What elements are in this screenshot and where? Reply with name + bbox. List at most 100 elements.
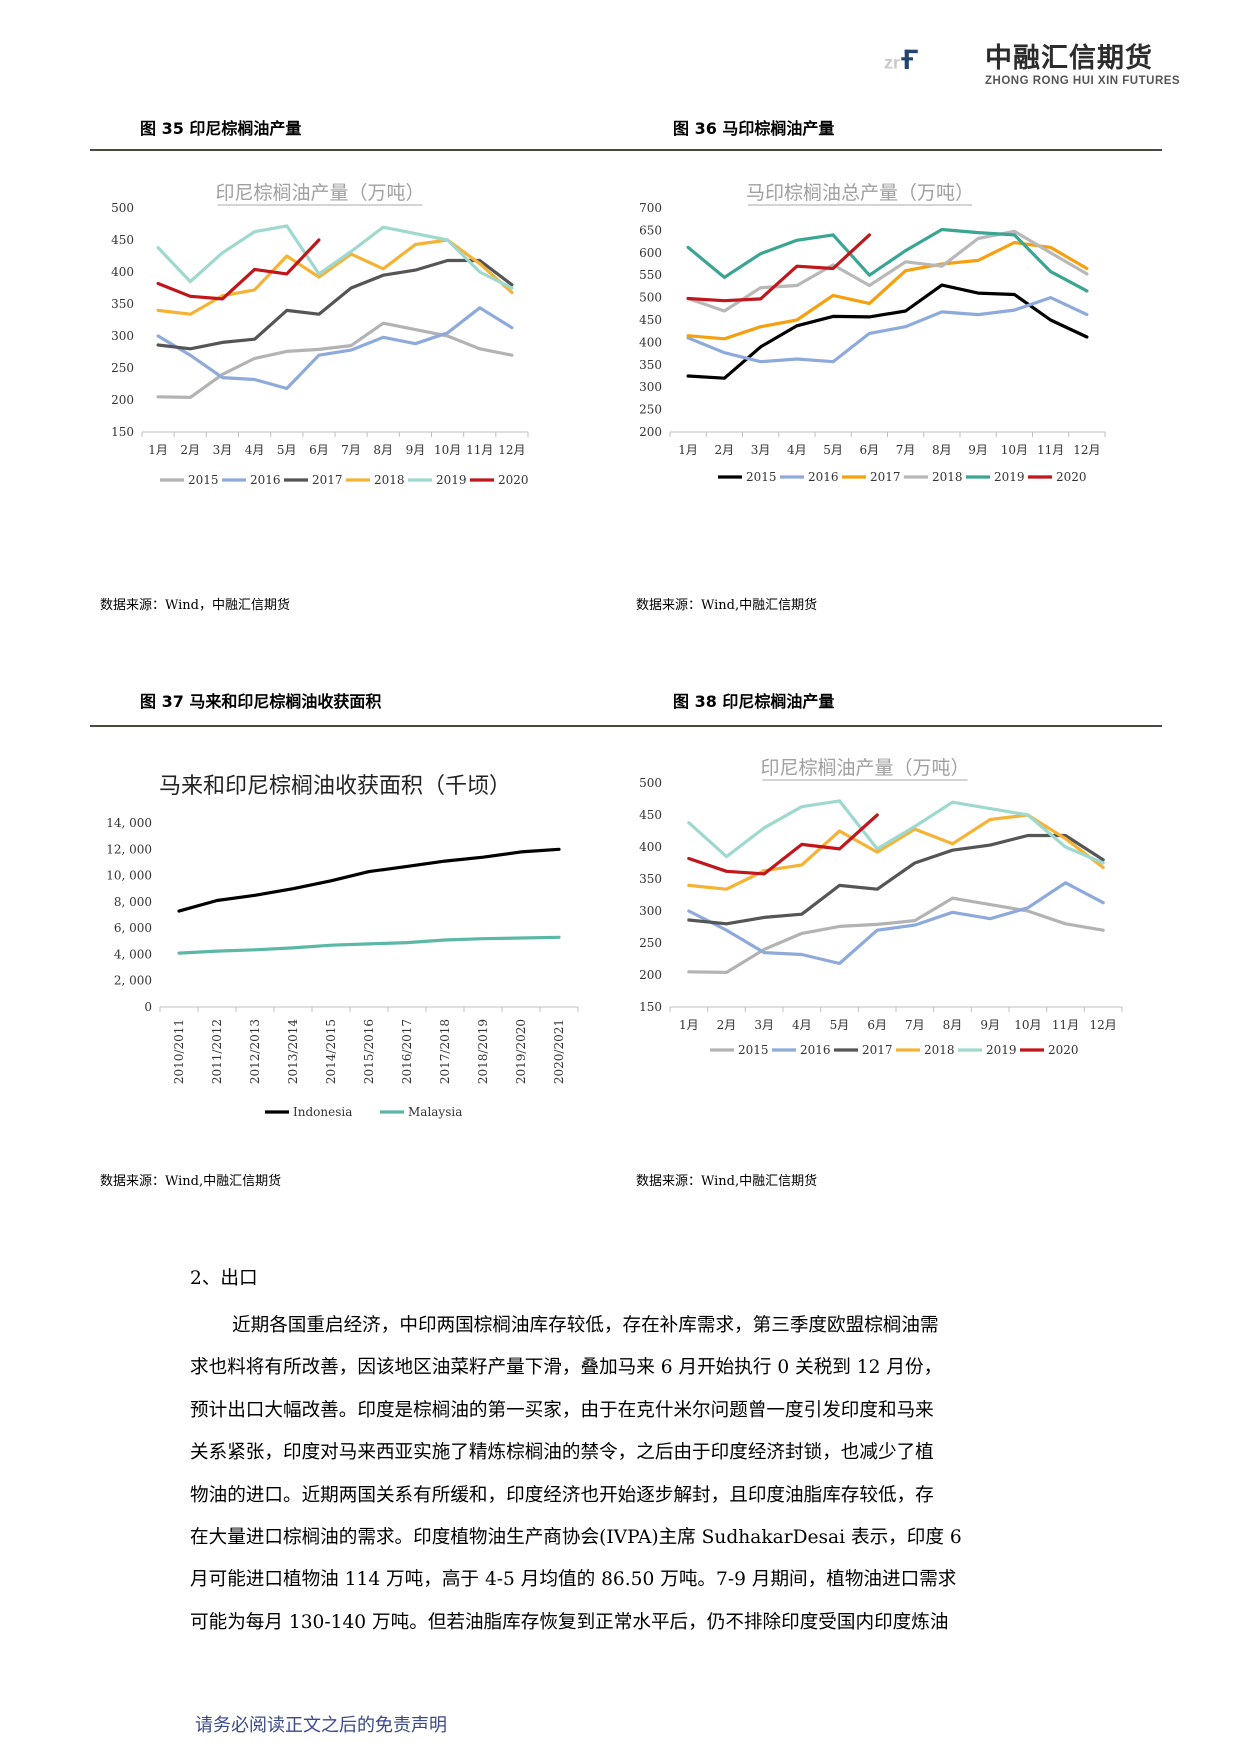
x-tick-label: 2017/2018 <box>438 1019 452 1084</box>
paragraph-line: 求也料将有所改善，因该地区油菜籽产量下滑，叠加马来 6 月开始执行 0 关税到 … <box>190 1357 943 1379</box>
legend-label: 2020 <box>1056 470 1087 484</box>
paragraph-line: 在大量进口棕榈油的需求。印度植物油生产商协会(IVPA)主席 SudhakarD… <box>190 1527 962 1549</box>
paragraph-line: 预计出口大幅改善。印度是棕榈油的第一买家，由于在克什米尔问题曾一度引发印度和马来 <box>190 1399 934 1421</box>
top-rule-2 <box>90 725 1162 727</box>
legend-label: 2017 <box>870 470 901 484</box>
x-tick-label: 3月 <box>751 443 771 457</box>
x-tick-label: 10月 <box>1001 443 1028 457</box>
series-line-2017 <box>156 258 514 351</box>
series-line-2015 <box>686 283 1089 380</box>
y-tick-label: 12, 000 <box>106 842 152 856</box>
x-tick-label: 3月 <box>754 1018 774 1032</box>
series-line-2016 <box>156 306 514 391</box>
x-tick-label: 9月 <box>968 443 988 457</box>
y-tick-label: 350 <box>639 872 662 886</box>
x-tick-label: 2月 <box>717 1018 737 1032</box>
y-tick-label: 8, 000 <box>114 895 152 909</box>
paragraph-line: 关系紧张，印度对马来西亚实施了精炼棕榈油的禁令，之后由于印度经济封锁，也减少了植 <box>190 1442 934 1464</box>
chart-mal-indo-production: 马印棕榈油总产量（万吨） 200 250 300 350 400 450 500 550 600 6… <box>639 182 1106 484</box>
y-tick-label: 350 <box>111 297 134 311</box>
y-tick-label: 450 <box>111 233 134 247</box>
y-tick-label: 200 <box>639 425 662 439</box>
y-tick-label: 400 <box>111 265 134 279</box>
legend-label: 2016 <box>250 473 281 487</box>
x-tick-label: 12月 <box>1073 443 1100 457</box>
chart-title: 印尼棕榈油产量（万吨） <box>760 757 969 779</box>
figure-37-title: 图 37 马来和印尼棕榈油收获面积 <box>140 692 382 711</box>
x-tick-label: 1月 <box>679 1018 699 1032</box>
x-tick-label: 6月 <box>309 443 329 457</box>
legend-label: 2020 <box>1048 1043 1079 1057</box>
paragraph-line: 物油的进口。近期两国关系有所缓和，印度经济也开始逐步解封，且印度油脂库存较低，存 <box>190 1484 934 1506</box>
y-tick-label: 700 <box>639 201 662 215</box>
x-tick-label: 2010/2011 <box>172 1019 186 1084</box>
chart-title: 印尼棕榈油产量（万吨） <box>215 182 424 204</box>
series-line-2015 <box>156 321 514 399</box>
legend-label: 2016 <box>800 1043 831 1057</box>
x-tick-label: 6月 <box>867 1018 887 1032</box>
y-tick-label: 6, 000 <box>114 921 152 935</box>
x-tick-label: 2018/2019 <box>476 1019 490 1084</box>
y-tick-label: 2, 000 <box>114 974 152 988</box>
x-tick-label: 8月 <box>943 1018 963 1032</box>
x-tick-label: 2016/2017 <box>400 1019 414 1084</box>
y-tick-label: 300 <box>639 380 662 394</box>
x-tick-label: 7月 <box>341 443 361 457</box>
y-tick-label: 200 <box>111 393 134 407</box>
y-tick-label: 300 <box>639 904 662 918</box>
y-tick-label: 500 <box>639 291 662 305</box>
x-tick-label: 12月 <box>1090 1018 1117 1032</box>
legend-label: 2015 <box>188 473 219 487</box>
x-tick-label: 2019/2020 <box>514 1019 528 1084</box>
figure-36-source: 数据来源：Wind,中融汇信期货 <box>636 598 818 613</box>
company-name-en: ZHONG RONG HUI XIN FUTURES <box>985 75 1181 87</box>
series-line-2017 <box>686 240 1089 341</box>
y-tick-label: 500 <box>111 201 134 215</box>
x-tick-label: 12月 <box>498 443 525 457</box>
x-tick-label: 11月 <box>466 443 493 457</box>
series-line-2020 <box>156 238 321 301</box>
x-tick-label: 10月 <box>434 443 461 457</box>
y-tick-label: 600 <box>639 246 662 260</box>
x-tick-label: 2月 <box>715 443 735 457</box>
legend-label: 2019 <box>436 473 467 487</box>
figure-38-source: 数据来源：Wind,中融汇信期货 <box>636 1174 818 1189</box>
legend-label: 2015 <box>738 1043 769 1057</box>
section-heading: 2、出口 <box>190 1268 258 1289</box>
chart-title: 马印棕榈油总产量（万吨） <box>746 182 974 204</box>
x-tick-label: 2012/2013 <box>248 1019 262 1084</box>
legend-label: Malaysia <box>408 1105 462 1119</box>
series-line-2017 <box>687 833 1105 926</box>
series-line-indonesia <box>177 847 561 913</box>
y-tick-label: 400 <box>639 840 662 854</box>
x-tick-label: 2014/2015 <box>324 1019 338 1084</box>
y-tick-label: 150 <box>639 1000 662 1014</box>
y-tick-label: 650 <box>639 223 662 237</box>
y-tick-label: 250 <box>639 403 662 417</box>
x-tick-label: 11月 <box>1037 443 1064 457</box>
y-tick-label: 550 <box>639 268 662 282</box>
legend-label: Indonesia <box>293 1105 352 1119</box>
x-tick-label: 5月 <box>830 1018 850 1032</box>
footer-disclaimer: 请务必阅读正文之后的免责声明 <box>195 1715 447 1736</box>
y-tick-label: 500 <box>639 776 662 790</box>
x-tick-label: 1月 <box>678 443 698 457</box>
figure-36-title: 图 36 马印棕榈油产量 <box>673 119 835 138</box>
paragraph-line: 近期各国重启经济，中印两国棕榈油库存较低，存在补库需求，第三季度欧盟棕榈油需 <box>232 1315 939 1336</box>
legend-label: 2019 <box>986 1043 1017 1057</box>
x-tick-label: 2020/2021 <box>552 1019 566 1084</box>
x-tick-label: 7月 <box>896 443 916 457</box>
figure-35-source: 数据来源：Wind，中融汇信期货 <box>100 598 290 613</box>
paragraph-line: 可能为每月 130-140 万吨。但若油脂库存恢复到正常水平后，仍不排除印度受国… <box>190 1611 949 1633</box>
paragraph-line: 月可能进口植物油 114 万吨，高于 4-5 月均值的 86.50 万吨。7-9… <box>190 1569 957 1591</box>
series-line-2016 <box>687 881 1105 966</box>
y-tick-label: 14, 000 <box>106 816 152 830</box>
x-tick-label: 7月 <box>905 1018 925 1032</box>
x-tick-label: 9月 <box>980 1018 1000 1032</box>
x-tick-label: 5月 <box>277 443 297 457</box>
x-tick-label: 3月 <box>213 443 233 457</box>
x-tick-label: 11月 <box>1052 1018 1079 1032</box>
x-tick-label: 10月 <box>1014 1018 1041 1032</box>
y-tick-label: 450 <box>639 313 662 327</box>
logo-mark-zr: zr <box>884 52 900 72</box>
